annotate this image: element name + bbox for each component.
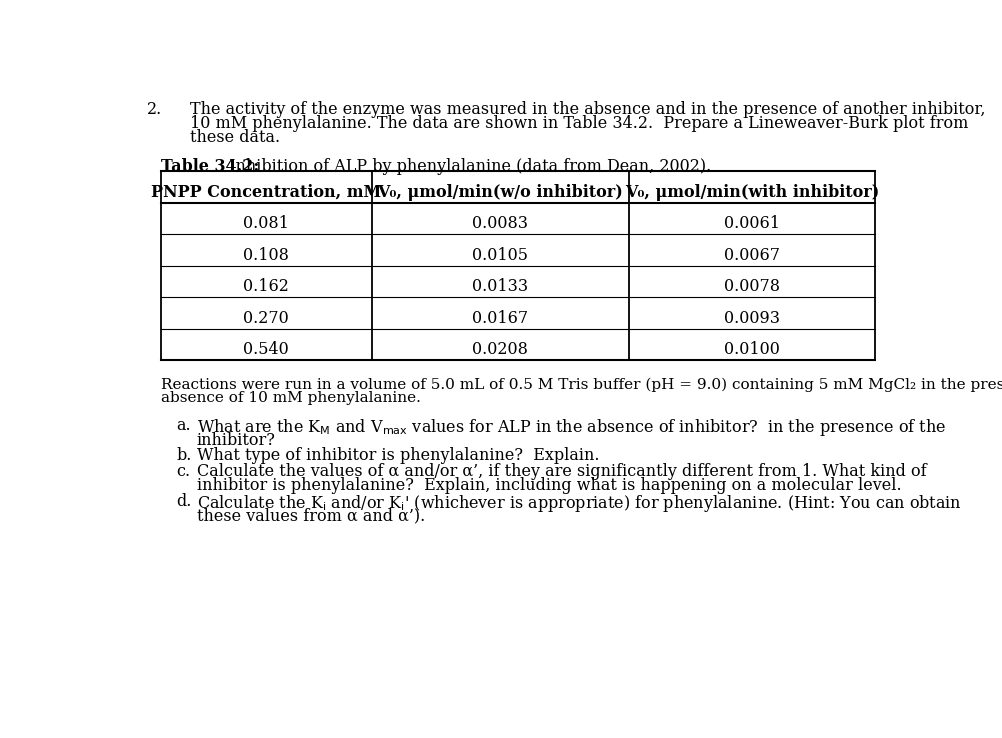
Text: b.: b. [176,447,191,464]
Text: 0.0133: 0.0133 [472,278,528,295]
Text: 0.540: 0.540 [243,342,290,359]
Text: What are the K$_\mathrm{M}$ and V$_\mathrm{max}$ values for ALP in the absence o: What are the K$_\mathrm{M}$ and V$_\math… [196,418,946,438]
Text: 0.0061: 0.0061 [724,215,781,232]
Text: 0.0067: 0.0067 [724,246,781,263]
Text: 0.081: 0.081 [243,215,290,232]
Text: Reactions were run in a volume of 5.0 mL of 0.5 M Tris buffer (pH = 9.0) contain: Reactions were run in a volume of 5.0 mL… [161,377,1002,392]
Text: 0.0078: 0.0078 [724,278,781,295]
Text: d.: d. [176,493,191,510]
Text: these data.: these data. [190,128,281,145]
Text: inhibitor?: inhibitor? [196,432,276,449]
Text: Calculate the K$_\mathrm{i}$ and/or K$_\mathrm{i}$' (whichever is appropriate) f: Calculate the K$_\mathrm{i}$ and/or K$_\… [196,493,962,514]
Text: 0.0208: 0.0208 [472,342,528,359]
Text: 10 mM phenylalanine. The data are shown in Table 34.2.  Prepare a Lineweaver-Bur: 10 mM phenylalanine. The data are shown … [190,114,969,132]
Text: Calculate the values of α and/or α’, if they are significantly different from 1.: Calculate the values of α and/or α’, if … [196,463,926,480]
Text: Table 34.2:: Table 34.2: [161,158,260,175]
Text: The activity of the enzyme was measured in the absence and in the presence of an: The activity of the enzyme was measured … [190,101,986,118]
Text: Inhibition of ALP by phenylalanine (data from Dean, 2002).: Inhibition of ALP by phenylalanine (data… [224,158,711,175]
Text: c.: c. [176,463,190,480]
Text: What type of inhibitor is phenylalanine?  Explain.: What type of inhibitor is phenylalanine?… [196,447,599,464]
Text: these values from α and α’).: these values from α and α’). [196,508,425,525]
Text: PNPP Concentration, mM: PNPP Concentration, mM [151,184,382,201]
Text: 0.0167: 0.0167 [472,310,528,327]
Text: absence of 10 mM phenylalanine.: absence of 10 mM phenylalanine. [161,391,421,405]
Text: 0.0105: 0.0105 [472,246,528,263]
Text: 0.0100: 0.0100 [724,342,781,359]
Text: 0.0083: 0.0083 [472,215,528,232]
Text: 0.270: 0.270 [243,310,290,327]
Text: 0.0093: 0.0093 [724,310,781,327]
Text: 0.162: 0.162 [243,278,290,295]
Text: a.: a. [176,418,191,435]
Text: 2.: 2. [147,101,162,118]
Text: inhibitor is phenylalanine?  Explain, including what is happening on a molecular: inhibitor is phenylalanine? Explain, inc… [196,477,901,494]
Text: 0.108: 0.108 [243,246,290,263]
Text: V₀, μmol/min(with inhibitor): V₀, μmol/min(with inhibitor) [625,184,880,201]
Text: V₀, μmol/min(w/o inhibitor): V₀, μmol/min(w/o inhibitor) [378,184,623,201]
